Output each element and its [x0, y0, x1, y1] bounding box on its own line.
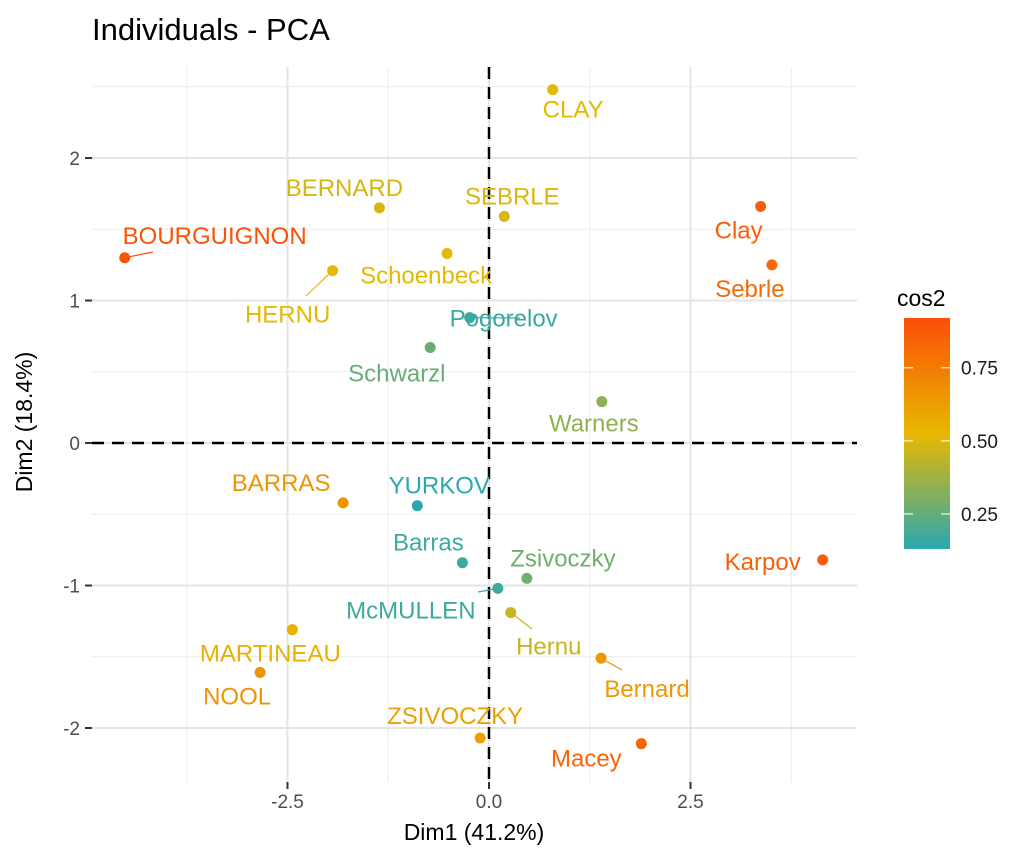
point-bourguignon [119, 252, 131, 264]
point-barras [337, 497, 349, 509]
point-schwarzl [424, 342, 436, 354]
point-label: Clay [715, 217, 763, 244]
point-warners [596, 396, 608, 408]
legend-tick-label: 0.75 [961, 359, 998, 380]
point-clay [547, 84, 559, 96]
colorbar [904, 318, 950, 549]
y-tick-label: 1 [69, 292, 80, 313]
point-label: Sebrle [715, 276, 784, 303]
point-label: BOURGUIGNON [123, 223, 307, 250]
point-macey [635, 738, 647, 750]
point-label: Pogorelov [450, 306, 558, 333]
data-points [119, 84, 829, 750]
point-label: Schoenbeck [360, 262, 493, 289]
point-label: Barras [393, 530, 464, 557]
point-label: Hernu [516, 634, 581, 661]
point-hernu [327, 265, 339, 277]
point-mcmullen [492, 582, 504, 594]
point-label: SEBRLE [465, 183, 560, 210]
y-axis: -2 -1 0 1 2 [63, 149, 92, 740]
y-tick-label: -1 [63, 577, 80, 598]
point-label: CLAY [543, 97, 604, 124]
x-axis: -2.5 0.0 2.5 [271, 782, 704, 813]
legend-tick-label: 0.25 [961, 505, 998, 526]
point-clay [755, 200, 767, 212]
point-barras [456, 557, 468, 569]
point-pogorelov [464, 312, 476, 324]
y-tick-label: 2 [69, 149, 80, 170]
legend-tick-label: 0.50 [961, 432, 998, 453]
point-bernard [595, 652, 607, 664]
point-label: YURKOV [389, 473, 490, 500]
point-label: BERNARD [286, 175, 403, 202]
point-label: Karpov [725, 549, 801, 576]
point-label: Macey [551, 746, 622, 773]
chart-title: Individuals - PCA [92, 12, 330, 47]
point-label: Schwarzl [348, 361, 445, 388]
color-legend: cos2 0.25 0.50 0.75 [897, 285, 998, 549]
minor-gridlines [92, 67, 857, 782]
point-zsivoczky [474, 732, 486, 744]
y-tick-label: -2 [63, 719, 80, 740]
point-sebrle [498, 210, 510, 222]
x-tick-label: 2.5 [677, 792, 703, 813]
point-nool [254, 666, 266, 678]
point-label: ZSIVOCZKY [387, 703, 523, 730]
point-hernu [505, 607, 517, 619]
major-gridlines [92, 67, 857, 782]
point-sebrle [766, 259, 778, 271]
point-label: Warners [549, 411, 639, 438]
x-axis-title: Dim1 (41.2%) [404, 819, 545, 845]
point-zsivoczky [521, 572, 533, 584]
point-label: MARTINEAU [200, 641, 341, 668]
point-yurkov [411, 500, 423, 512]
x-tick-label: 0.0 [476, 792, 502, 813]
point-label: NOOL [203, 683, 271, 710]
legend-title: cos2 [897, 285, 946, 311]
leader-line [305, 270, 334, 297]
point-martineau [286, 624, 298, 636]
point-karpov [817, 554, 829, 566]
y-axis-title: Dim2 (18.4%) [11, 352, 37, 493]
point-label: HERNU [245, 302, 330, 329]
point-schoenbeck [441, 247, 453, 259]
point-label: BARRAS [232, 470, 331, 497]
point-label: Zsivoczky [510, 545, 615, 572]
point-label: McMULLEN [346, 597, 475, 624]
point-labels: CLAY BERNARD SEBRLE BOURGUIGNON Schoenbeck HE… [123, 97, 801, 773]
point-bernard [373, 202, 385, 214]
point-label: Bernard [604, 676, 689, 703]
x-tick-label: -2.5 [271, 792, 304, 813]
y-tick-label: 0 [69, 434, 80, 455]
reference-lines [92, 67, 857, 782]
